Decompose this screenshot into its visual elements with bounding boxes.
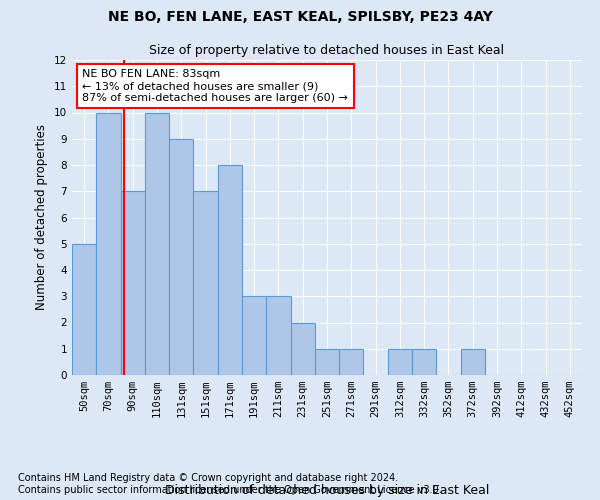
Bar — [266, 296, 290, 375]
Y-axis label: Number of detached properties: Number of detached properties — [35, 124, 49, 310]
Bar — [339, 349, 364, 375]
X-axis label: Distribution of detached houses by size in East Keal: Distribution of detached houses by size … — [165, 484, 489, 497]
Text: Contains HM Land Registry data © Crown copyright and database right 2024.
Contai: Contains HM Land Registry data © Crown c… — [18, 474, 442, 495]
Title: Size of property relative to detached houses in East Keal: Size of property relative to detached ho… — [149, 44, 505, 58]
Bar — [461, 349, 485, 375]
Bar — [121, 191, 145, 375]
Bar — [290, 322, 315, 375]
Bar — [193, 191, 218, 375]
Bar — [72, 244, 96, 375]
Bar — [218, 165, 242, 375]
Bar — [388, 349, 412, 375]
Bar — [145, 112, 169, 375]
Text: NE BO FEN LANE: 83sqm
← 13% of detached houses are smaller (9)
87% of semi-detac: NE BO FEN LANE: 83sqm ← 13% of detached … — [82, 70, 348, 102]
Bar — [315, 349, 339, 375]
Bar — [242, 296, 266, 375]
Bar — [169, 138, 193, 375]
Bar — [96, 112, 121, 375]
Bar — [412, 349, 436, 375]
Text: NE BO, FEN LANE, EAST KEAL, SPILSBY, PE23 4AY: NE BO, FEN LANE, EAST KEAL, SPILSBY, PE2… — [107, 10, 493, 24]
